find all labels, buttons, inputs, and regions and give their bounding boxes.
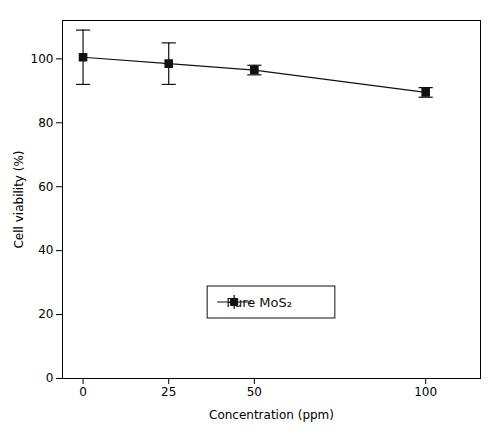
svg-text:20: 20 [38, 307, 53, 321]
svg-text:40: 40 [38, 243, 53, 257]
svg-text:Cell viability (%): Cell viability (%) [12, 150, 26, 248]
svg-text:Concentration (ppm): Concentration (ppm) [209, 408, 334, 422]
svg-text:0: 0 [46, 371, 54, 385]
svg-text:25: 25 [161, 385, 176, 399]
svg-text:100: 100 [31, 52, 54, 66]
svg-text:0: 0 [79, 385, 87, 399]
svg-text:80: 80 [38, 116, 53, 130]
svg-text:100: 100 [414, 385, 437, 399]
svg-text:Pure MoS₂: Pure MoS₂ [226, 295, 292, 310]
svg-text:60: 60 [38, 180, 53, 194]
svg-text:50: 50 [247, 385, 262, 399]
